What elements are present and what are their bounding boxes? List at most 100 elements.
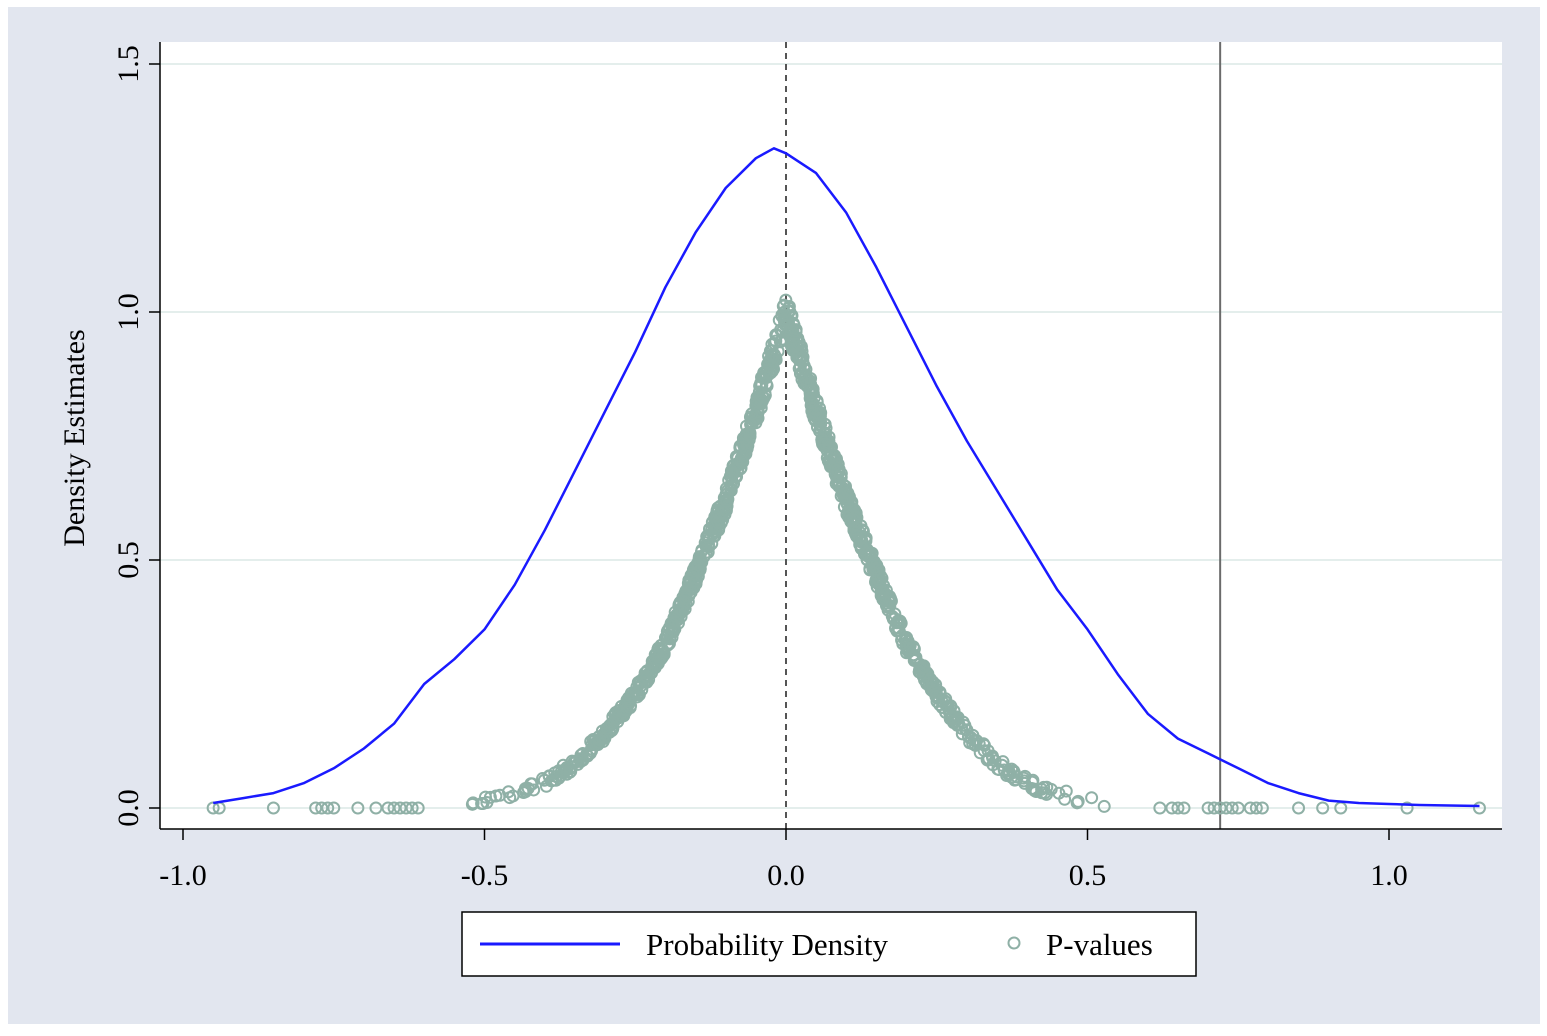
p-value-point-1105 <box>805 396 819 410</box>
p-value-point-1007 <box>792 336 806 350</box>
p-value-point-1092 <box>675 605 689 619</box>
p-value-point-262 <box>1058 792 1072 806</box>
y-tick-label-2: 1.0 <box>112 293 145 331</box>
p-value-point-1018 <box>839 486 853 500</box>
p-value-point-1102 <box>668 605 682 619</box>
p-value-point-14 <box>411 801 425 815</box>
p-value-point-1090 <box>736 455 750 469</box>
p-value-point-1063 <box>493 788 507 802</box>
p-value-point-1111 <box>920 677 934 691</box>
p-value-points <box>206 293 1486 815</box>
p-value-point-1131 <box>795 373 809 387</box>
p-value-point-858 <box>585 744 599 758</box>
p-value-point-23 <box>1225 801 1239 815</box>
x-tick-label-2: 0.0 <box>767 859 805 892</box>
legend-label-probability-density: Probability Density <box>646 927 888 962</box>
p-value-point-17 <box>1171 801 1185 815</box>
p-value-point-1053 <box>630 680 644 694</box>
p-value-point-812 <box>1071 794 1085 808</box>
p-value-point-19 <box>1201 801 1215 815</box>
p-value-point-20 <box>1207 801 1221 815</box>
p-value-point-7 <box>351 801 365 815</box>
p-value-point-1116 <box>933 685 947 699</box>
p-value-point-1050 <box>1002 768 1016 782</box>
p-value-point-1108 <box>750 405 764 419</box>
p-value-point-25 <box>1243 801 1257 815</box>
p-value-point-1096 <box>838 492 852 506</box>
p-value-point-1065 <box>720 494 734 508</box>
p-value-point-997 <box>784 337 798 351</box>
density-line <box>212 147 1480 808</box>
p-value-point-1060 <box>678 587 692 601</box>
p-value-point-27 <box>1255 801 1269 815</box>
p-value-point-744 <box>719 481 733 495</box>
p-value-point-871 <box>893 615 907 628</box>
p-value-point-1101 <box>658 631 672 645</box>
p-value-point-2 <box>266 801 280 815</box>
p-value-point-989 <box>986 751 1000 765</box>
p-value-point-1036 <box>870 563 884 577</box>
p-value-point-1056 <box>789 324 803 338</box>
p-value-point-1103 <box>640 669 654 683</box>
p-value-point-1071 <box>831 463 845 477</box>
p-value-point-281 <box>1085 791 1099 805</box>
reference-lines <box>785 42 1222 829</box>
p-value-point-972 <box>777 305 791 319</box>
p-value-point-1055 <box>770 328 784 342</box>
p-value-point-1123 <box>899 637 913 651</box>
p-value-point-32 <box>1472 801 1486 815</box>
p-value-point-958 <box>698 536 712 550</box>
p-value-point-1099 <box>563 765 577 779</box>
p-value-point-843 <box>963 736 977 750</box>
p-value-point-22 <box>1219 801 1233 815</box>
p-value-point-1113 <box>711 516 725 530</box>
p-value-point-6 <box>327 801 341 815</box>
y-tick-label-3: 1.5 <box>112 45 145 83</box>
x-axis-ticks: -1.0 -0.5 0.0 0.5 1.0 <box>159 829 1408 892</box>
y-tick-label-1: 0.5 <box>112 541 145 579</box>
p-value-point-1104 <box>805 401 819 415</box>
p-value-point-1027 <box>807 408 821 422</box>
p-value-point-1129 <box>623 701 637 715</box>
p-value-point-735 <box>1017 774 1031 788</box>
p-value-point-16 <box>1165 801 1179 815</box>
p-value-point-1132 <box>652 642 666 656</box>
p-value-point-1088 <box>874 569 888 583</box>
p-value-point-930 <box>645 659 659 673</box>
p-value-point-1087 <box>785 308 799 322</box>
p-value-point-1121 <box>840 508 854 522</box>
p-value-point-18 <box>1177 801 1191 815</box>
p-value-point-1128 <box>757 366 771 380</box>
p-value-point-850 <box>892 624 906 638</box>
p-value-point-924 <box>701 528 715 542</box>
p-value-point-1095 <box>631 686 645 700</box>
p-value-point-1030 <box>855 541 869 555</box>
gridlines <box>160 63 1502 809</box>
legend: Probability Density P-values <box>461 911 1197 977</box>
p-value-point-1039 <box>1059 784 1073 798</box>
p-value-point-946 <box>966 728 980 742</box>
p-value-point-966 <box>719 503 733 517</box>
p-value-point-1130 <box>745 407 759 421</box>
p-value-point-968 <box>734 454 748 468</box>
p-value-point-1067 <box>821 454 835 468</box>
p-value-point-5 <box>321 801 335 815</box>
p-value-point-949 <box>734 441 748 455</box>
p-value-point-781 <box>951 712 965 726</box>
p-value-point-1024 <box>576 746 590 760</box>
p-value-point-1076 <box>951 718 965 732</box>
p-value-point-1061 <box>877 591 891 605</box>
p-value-point-1110 <box>849 522 863 536</box>
p-value-point-1109 <box>679 592 693 606</box>
p-value-point-1068 <box>760 363 774 377</box>
x-tick-label-0: -1.0 <box>159 859 207 892</box>
p-value-point-12 <box>399 801 413 815</box>
p-value-point-967 <box>1027 784 1041 798</box>
p-value-point-293 <box>536 772 550 786</box>
p-value-point-1041 <box>947 704 961 718</box>
p-value-point-1000 <box>679 596 693 610</box>
p-value-point-1043 <box>689 574 703 588</box>
p-value-point-839 <box>894 616 908 630</box>
x-tick-label-1: -0.5 <box>461 859 509 892</box>
